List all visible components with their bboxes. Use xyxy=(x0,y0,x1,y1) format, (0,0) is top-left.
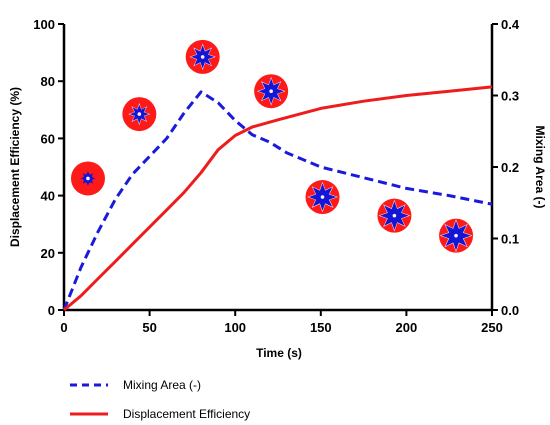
snapshot-disc xyxy=(70,161,105,196)
y-right-tick-label: 0.4 xyxy=(501,17,520,32)
x-tick-label: 100 xyxy=(224,320,246,335)
y-left-tick-label: 100 xyxy=(33,17,55,32)
y-left-tick-label: 20 xyxy=(41,246,55,261)
x-tick-label: 0 xyxy=(60,320,67,335)
x-tick-label: 150 xyxy=(310,320,332,335)
snapshot-center-dot xyxy=(137,112,142,116)
x-tick-label: 250 xyxy=(481,320,503,335)
snapshot-center-dot xyxy=(269,89,273,94)
snapshot-disc xyxy=(305,180,340,215)
y-right-tick-label: 0.2 xyxy=(501,160,519,175)
y-left-tick-label: 0 xyxy=(48,303,55,318)
snapshot-center-dot xyxy=(454,233,458,238)
legend-label-displacement-efficiency: Displacement Efficiency xyxy=(123,407,250,421)
series-line-mixing-area xyxy=(62,90,493,311)
y-left-tick-label: 40 xyxy=(41,189,55,204)
y-axis-right-title: Mixing Area (-) xyxy=(533,126,547,209)
y-left-tick-label: 60 xyxy=(41,131,55,146)
y-axis-left-title: Displacement Efficiency (%) xyxy=(8,87,22,247)
legend-label-mixing-area: Mixing Area (-) xyxy=(123,378,201,392)
snapshot-disc xyxy=(254,74,289,109)
y-right-tick-label: 0.0 xyxy=(501,303,519,318)
x-tick-label: 200 xyxy=(396,320,418,335)
legend: Mixing Area (-) Displacement Efficiency xyxy=(70,378,250,421)
tick-labels: 0 50 100 150 200 250 0 20 40 60 80 100 0.0 0.1 0.2 0.3 0… xyxy=(33,17,520,335)
snapshot-disc xyxy=(439,218,474,253)
snapshot-disc xyxy=(122,97,157,132)
snapshot-center-dot xyxy=(392,213,397,218)
snapshot-disc xyxy=(377,198,412,233)
snapshot-center-dot xyxy=(320,195,325,199)
x-tick-label: 50 xyxy=(142,320,156,335)
snapshot-images xyxy=(70,39,474,253)
axes xyxy=(58,23,498,316)
snapshot-center-dot xyxy=(200,55,205,59)
snapshot-center-dot xyxy=(86,176,90,181)
x-axis-title: Time (s) xyxy=(256,346,302,360)
y-left-tick-label: 80 xyxy=(41,74,55,89)
y-right-tick-label: 0.3 xyxy=(501,89,519,104)
y-right-tick-label: 0.1 xyxy=(501,232,519,247)
series-line-displacement-efficiency xyxy=(63,85,493,312)
snapshot-disc xyxy=(185,39,220,74)
series-lines xyxy=(62,85,493,312)
